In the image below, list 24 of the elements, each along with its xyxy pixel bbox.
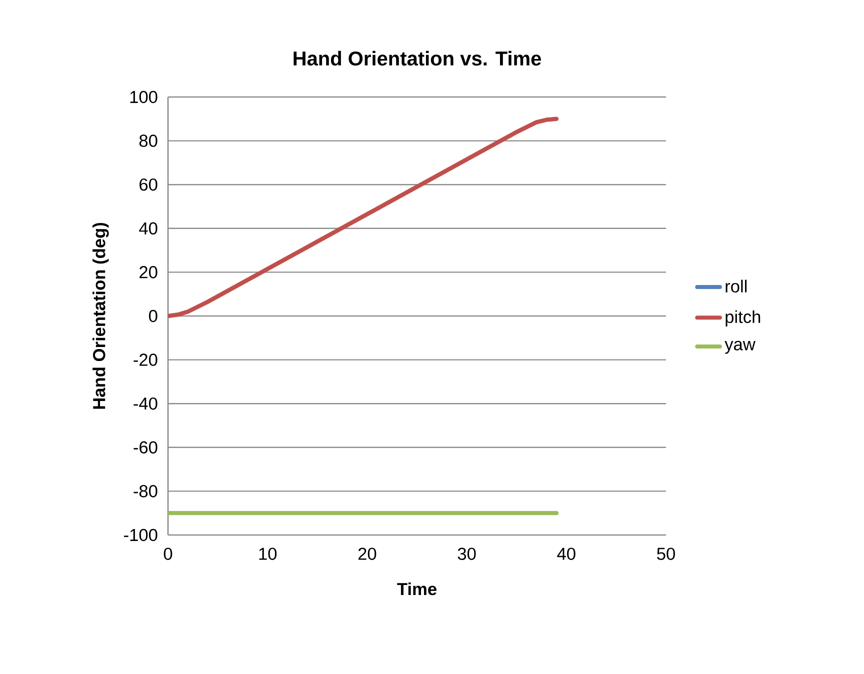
chart-title: Hand Orientation vs. Time <box>294 50 541 66</box>
legend-label: yaw <box>724 340 756 354</box>
y-tick-label: 80 <box>139 134 158 147</box>
y-axis-title: Hand Orientation (deg) <box>92 222 109 409</box>
y-tick-label: -100 <box>124 528 158 542</box>
line-series <box>168 116 559 318</box>
x-tick-label: 0 <box>164 548 172 560</box>
y-tick-label: 100 <box>130 90 158 104</box>
x-tick-label: 20 <box>358 548 376 560</box>
legend-label: pitch <box>726 310 760 326</box>
y-tick-label: 60 <box>140 178 158 191</box>
y-tick-label: 0 <box>148 310 158 322</box>
y-tick-label: -80 <box>134 485 158 498</box>
legend-label: roll <box>726 280 747 292</box>
y-tick-label: 20 <box>140 266 158 278</box>
x-axis-title: Time <box>397 582 436 596</box>
y-tick-label: 40 <box>139 222 158 235</box>
y-tick-label: -60 <box>134 441 158 454</box>
y-tick-label: -40 <box>134 397 158 410</box>
y-tick-label: -20 <box>134 354 158 366</box>
x-tick-label: 50 <box>657 548 675 560</box>
x-tick-label: 40 <box>557 548 576 560</box>
x-tick-label: 30 <box>458 548 476 560</box>
x-tick-label: 10 <box>259 548 277 560</box>
